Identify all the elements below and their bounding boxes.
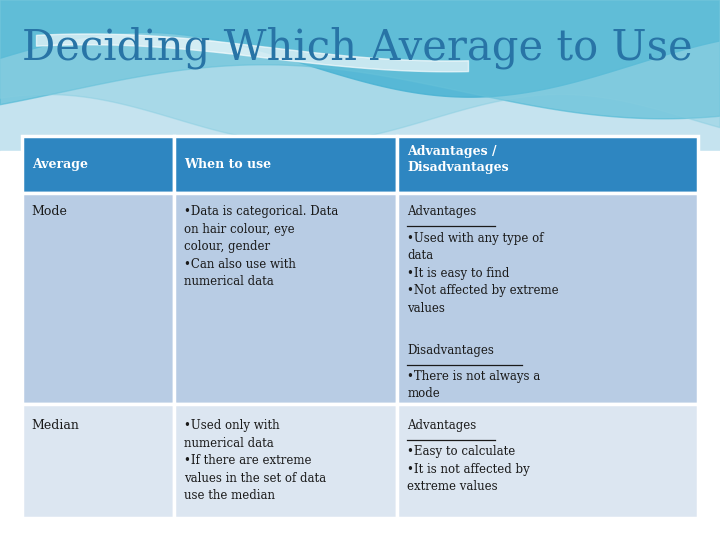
Text: Deciding Which Average to Use: Deciding Which Average to Use — [22, 26, 692, 69]
Text: Mode: Mode — [32, 205, 68, 218]
Text: •Easy to calculate
•It is not affected by
extreme values: •Easy to calculate •It is not affected b… — [408, 446, 530, 494]
Bar — [22, 136, 174, 193]
Text: •There is not always a
mode: •There is not always a mode — [408, 370, 541, 401]
Text: •Used only with
numerical data
•If there are extreme
values in the set of data
u: •Used only with numerical data •If there… — [184, 419, 326, 502]
Bar — [174, 193, 397, 404]
Bar — [174, 404, 397, 518]
Text: Median: Median — [32, 419, 80, 432]
Bar — [22, 193, 174, 404]
Bar — [397, 193, 698, 404]
Bar — [397, 404, 698, 518]
Bar — [0, 0, 720, 151]
Bar — [0, 151, 720, 540]
Text: When to use: When to use — [184, 158, 271, 171]
Text: •Data is categorical. Data
on hair colour, eye
colour, gender
•Can also use with: •Data is categorical. Data on hair colou… — [184, 205, 338, 288]
Text: Advantages: Advantages — [408, 205, 477, 218]
Text: Advantages: Advantages — [408, 419, 477, 432]
Bar — [22, 404, 174, 518]
Text: Average: Average — [32, 158, 88, 171]
Text: •Used with any type of
data
•It is easy to find
•Not affected by extreme
values: •Used with any type of data •It is easy … — [408, 232, 559, 315]
Bar — [174, 136, 397, 193]
Text: Advantages /
Disadvantages: Advantages / Disadvantages — [408, 145, 509, 174]
Text: Disadvantages: Disadvantages — [408, 343, 494, 356]
Bar — [397, 136, 698, 193]
